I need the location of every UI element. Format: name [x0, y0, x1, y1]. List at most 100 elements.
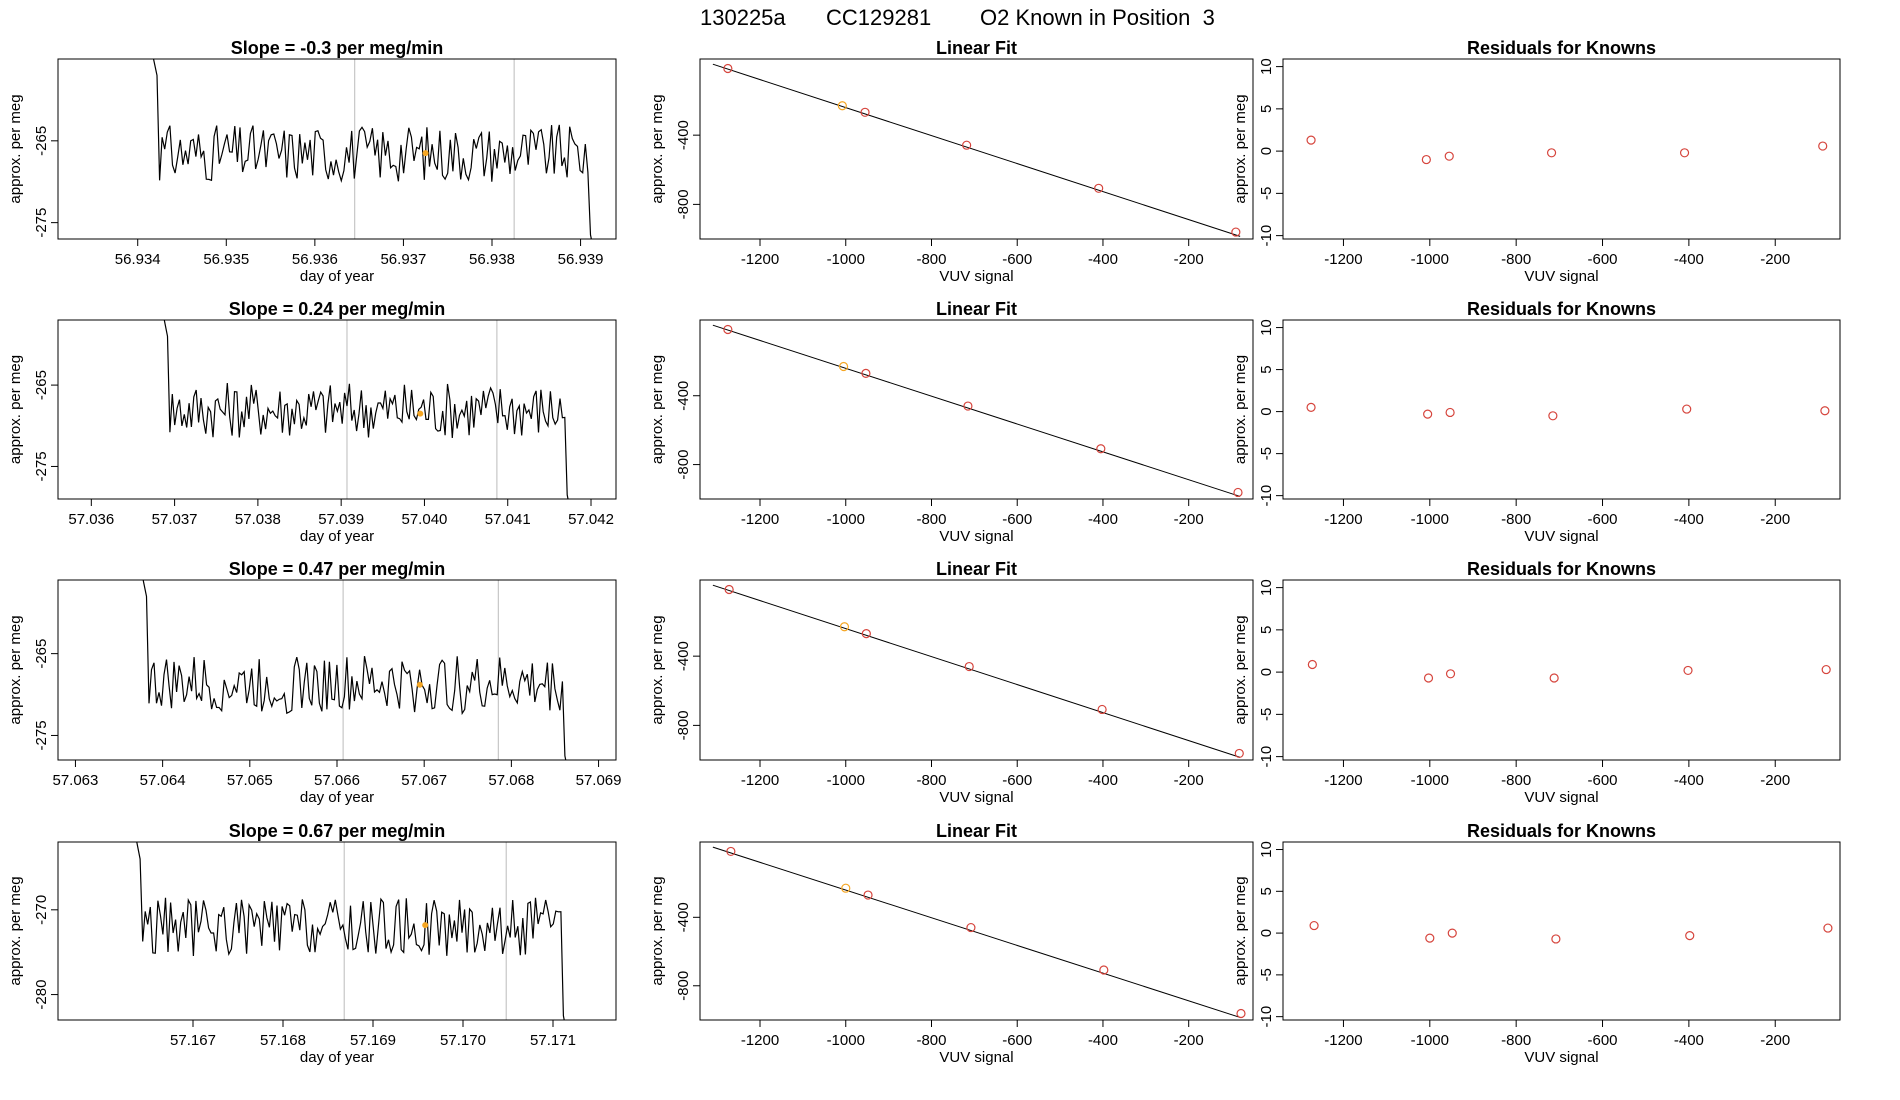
linear-fit-3-xlabel: VUV signal: [939, 789, 1013, 806]
time-series-3-plot-area: [142, 580, 567, 760]
time-series-4-xtick-label: 57.168: [260, 1032, 306, 1049]
linear-fit-2-fit-line: [712, 324, 1241, 497]
time-series-4-xlabel: day of year: [300, 1049, 374, 1066]
linear-fit-4-xtick-label: -600: [1002, 1032, 1032, 1049]
time-series-3-series-line: [142, 580, 567, 760]
residuals-2-data-point: [1445, 407, 1455, 418]
time-series-3-ytick-label: -265: [33, 639, 50, 669]
residuals-1-data-point: [1421, 154, 1431, 165]
linear-fit-2-title: Linear Fit: [936, 299, 1017, 319]
linear-fit-4-ytick-label: -400: [675, 902, 692, 932]
linear-fit-3-plot-area: [712, 584, 1244, 759]
time-series-1-xtick-label: 56.938: [469, 251, 515, 268]
time-series-3-xtick-label: 57.068: [488, 772, 534, 789]
time-series-1-xtick-label: 56.935: [203, 251, 249, 268]
time-series-2-ytick-label: -275: [33, 451, 50, 481]
time-series-4-plot-area: [136, 842, 565, 1020]
residuals-2-data-point: [1682, 404, 1692, 414]
time-series-1-xtick-label: 56.937: [380, 251, 426, 268]
time-series-2-xtick-label: 57.041: [485, 511, 531, 528]
linear-fit-4-frame: [699, 841, 1254, 1021]
residuals-3-ytick-label: 0: [1258, 668, 1275, 676]
time-series-1-xtick-label: 56.936: [292, 251, 338, 268]
residuals-3-panel: Residuals for Knowns -1200 -1000 -800 -600 -4…: [1232, 559, 1841, 806]
residuals-2-ytick-label: 0: [1258, 407, 1275, 415]
residuals-3-xtick-label: -400: [1674, 772, 1704, 789]
residuals-2-frame: [1282, 319, 1841, 500]
time-series-3-panel: Slope = 0.47 per meg/min 57.063 57.064 57.0…: [7, 559, 622, 806]
linear-fit-3-ytick-label: -400: [675, 641, 692, 671]
residuals-1-data-point: [1306, 135, 1316, 145]
linear-fit-4-xtick-label: -800: [916, 1032, 946, 1049]
linear-fit-1-ylabel: approx. per meg: [649, 94, 666, 203]
residuals-1-xtick-label: -600: [1588, 251, 1618, 268]
time-series-2-panel: Slope = 0.24 per meg/min 57.036 57.037 57.0…: [7, 299, 617, 545]
time-series-2-xtick-label: 57.036: [68, 511, 114, 528]
residuals-3-frame: [1282, 579, 1841, 761]
residuals-2-ytick-label: -5: [1258, 447, 1275, 460]
linear-fit-2-ytick-label: -400: [675, 381, 692, 411]
linear-fit-1-xtick-label: -1200: [741, 251, 779, 268]
residuals-2-plot-area: [1306, 402, 1830, 421]
linear-fit-1-xlabel: VUV signal: [939, 268, 1013, 285]
time-series-4-series-line: [136, 842, 565, 1020]
time-series-3-xtick-label: 57.065: [227, 772, 273, 789]
residuals-3-data-point: [1821, 664, 1831, 675]
linear-fit-4-xtick-label: -1000: [827, 1032, 865, 1049]
time-series-4-title: Slope = 0.67 per meg/min: [229, 821, 446, 841]
time-series-1-frame: [57, 58, 617, 240]
linear-fit-2-ylabel: approx. per meg: [649, 355, 666, 464]
time-series-4-xtick-label: 57.171: [530, 1032, 576, 1049]
residuals-3-data-point: [1683, 665, 1693, 676]
linear-fit-2-xtick-label: -600: [1002, 511, 1032, 528]
time-series-3-title: Slope = 0.47 per meg/min: [229, 559, 446, 579]
linear-fit-3-title: Linear Fit: [936, 559, 1017, 579]
residuals-2-ylabel: approx. per meg: [1232, 355, 1249, 464]
linear-fit-4-plot-area: [712, 846, 1246, 1019]
linear-fit-3-data-point: [1097, 704, 1107, 715]
residuals-3-ylabel: approx. per meg: [1232, 615, 1249, 724]
linear-fit-2-xtick-label: -200: [1174, 511, 1204, 528]
residuals-4-panel: Residuals for Knowns -1200 -1000 -800 -600 -4…: [1232, 821, 1841, 1066]
linear-fit-1-xtick-label: -200: [1174, 251, 1204, 268]
linear-fit-3-data-point: [1234, 748, 1244, 759]
time-series-1-xtick-label: 56.934: [115, 251, 161, 268]
residuals-2-xtick-label: -200: [1760, 511, 1790, 528]
time-series-2-plot-area: [163, 320, 569, 499]
linear-fit-4-data-point: [1099, 965, 1109, 975]
residuals-1-data-point: [1679, 148, 1690, 158]
time-series-3-frame: [57, 579, 617, 761]
linear-fit-2-xtick-label: -1000: [827, 511, 865, 528]
residuals-1-data-point: [1546, 148, 1557, 158]
linear-fit-4-ylabel: approx. per meg: [649, 876, 666, 985]
residuals-1-frame: [1282, 58, 1841, 240]
linear-fit-4-xtick-label: -400: [1088, 1032, 1118, 1049]
linear-fit-3-ylabel: approx. per meg: [649, 615, 666, 724]
linear-fit-4-fit-line: [712, 846, 1241, 1018]
residuals-2-panel: Residuals for Knowns -1200 -1000 -800 -600 -4…: [1232, 299, 1841, 545]
time-series-2-xtick-label: 57.037: [152, 511, 198, 528]
linear-fit-2-data-point: [1233, 487, 1243, 498]
time-series-1-ytick-label: -275: [33, 208, 50, 238]
residuals-2-xtick-label: -600: [1588, 511, 1618, 528]
residuals-1-ytick-label: 10: [1258, 58, 1275, 75]
residuals-2-xtick-label: -400: [1674, 511, 1704, 528]
residuals-2-data-point: [1548, 411, 1558, 421]
linear-fit-3-data-point: [724, 584, 734, 595]
residuals-4-xtick-label: -1200: [1324, 1032, 1362, 1049]
linear-fit-2-data-point: [861, 368, 871, 378]
residuals-3-xtick-label: -200: [1760, 772, 1790, 789]
linear-fit-2-data-point: [839, 361, 849, 372]
time-series-1-xlabel: day of year: [300, 268, 374, 285]
time-series-3-ylabel: approx. per meg: [7, 615, 24, 724]
residuals-3-title: Residuals for Knowns: [1467, 559, 1656, 579]
residuals-2-title: Residuals for Knowns: [1467, 299, 1656, 319]
linear-fit-4-data-point: [841, 883, 851, 893]
residuals-3-ytick-label: 10: [1258, 579, 1275, 596]
residuals-1-xtick-label: -400: [1674, 251, 1704, 268]
residuals-2-ytick-label: 10: [1258, 319, 1275, 336]
linear-fit-4-data-point: [726, 846, 736, 857]
suptitle-label: O2 Known in Position 3: [980, 5, 1215, 30]
residuals-3-ytick-label: 5: [1258, 626, 1275, 634]
linear-fit-3-xtick-label: -400: [1088, 772, 1118, 789]
